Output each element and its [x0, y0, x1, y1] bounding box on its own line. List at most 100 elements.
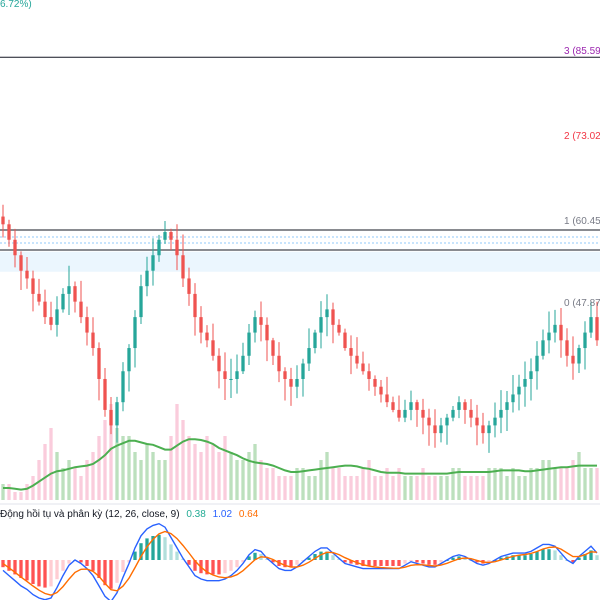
volume-bar [43, 444, 47, 500]
candle-body [295, 378, 299, 387]
macd-hist-bar [115, 560, 119, 583]
macd-hist-bar [343, 560, 347, 563]
volume-bar [175, 404, 179, 500]
candle-body [481, 425, 485, 434]
volume-bar [535, 468, 539, 500]
candle-body [343, 332, 347, 349]
volume-bar [493, 468, 497, 500]
fib-level-label: 2 (73.02 [564, 131, 600, 142]
candle-body [241, 355, 245, 372]
volume-bar [463, 476, 467, 500]
macd-hist-bar [427, 560, 431, 565]
candle-body [91, 332, 95, 349]
candle-body [457, 402, 461, 410]
volume-bar [19, 492, 23, 500]
volume-bar [37, 460, 41, 500]
candle-body [433, 425, 437, 434]
volume-bar [439, 476, 443, 500]
volume-ma-line [3, 438, 597, 491]
volume-bar [385, 468, 389, 500]
candle-body [583, 332, 587, 349]
candle-body [187, 278, 191, 294]
macd-hist-bar [439, 560, 443, 563]
candle-body [85, 317, 89, 333]
macd-legend: Động hồi tụ và phân kỳ (12, 26, close, 9… [0, 509, 262, 520]
candle-body [121, 371, 125, 403]
candle-body [595, 317, 599, 341]
macd-hist-bar [487, 560, 491, 563]
price-change-label: 6.72%) [0, 0, 32, 10]
volume-bar [349, 476, 353, 500]
volume-bar [301, 468, 305, 500]
candle-body [517, 386, 521, 395]
macd-hist-bar [157, 534, 161, 560]
macd-hist-bar [217, 560, 221, 575]
volume-bar [481, 476, 485, 500]
candle-body [145, 270, 149, 287]
volume-bar [85, 460, 89, 500]
candle-body [55, 309, 59, 325]
volume-bar [253, 444, 257, 500]
volume-bar [391, 476, 395, 500]
macd-hist-bar [91, 560, 95, 571]
candle-body [403, 409, 407, 418]
volume-bar [7, 484, 11, 500]
volume-bar [511, 468, 515, 500]
macd-hist-bar [433, 560, 437, 565]
candle-body [7, 224, 11, 240]
volume-bar [319, 460, 323, 500]
fib-level-layer [0, 56, 600, 251]
candle-body [307, 348, 311, 364]
candle-body [361, 363, 365, 372]
fib-zone [0, 251, 600, 272]
macd-hist-bar [403, 560, 407, 564]
macd-hist-bar [241, 560, 245, 563]
candle-body [235, 371, 239, 379]
macd-hist-bar [397, 560, 401, 566]
macd-hist-bar [133, 551, 137, 560]
candle-body [37, 293, 41, 302]
candle-body [193, 293, 197, 318]
macd-hist-bar [451, 557, 455, 560]
volume-bar [181, 420, 185, 500]
macd-hist-bar [553, 550, 557, 560]
macd-hist-bar [1, 560, 5, 568]
macd-hist-bar [175, 551, 179, 560]
candle-body [151, 255, 155, 271]
macd-hist-bar [337, 558, 341, 560]
macd-hist-bar [295, 560, 299, 565]
candle-body [325, 309, 329, 318]
candle-body [211, 340, 215, 356]
macd-hist-bar [475, 560, 479, 563]
macd-hist-bar [85, 560, 89, 566]
macd-hist-bar [79, 560, 83, 563]
candle-body [367, 371, 371, 379]
macd-hist-bar [127, 560, 131, 563]
macd-hist-bar [151, 536, 155, 560]
candle-body [445, 417, 449, 426]
candle-body [511, 394, 515, 403]
candle-body [523, 378, 527, 387]
volume-bar [121, 436, 125, 500]
macd-hist-bar [211, 560, 215, 575]
volume-bar [331, 468, 335, 500]
macd-hist-bar [367, 560, 371, 566]
fib-level-label: 1 (60.45 [564, 216, 600, 227]
macd-hist-bar [109, 560, 113, 589]
volume-bar [589, 468, 593, 500]
volume-bar [259, 460, 263, 500]
macd-line-value: 1.02 [212, 509, 233, 520]
volume-bar [109, 404, 113, 500]
volume-bar [103, 420, 107, 500]
volume-bar [421, 468, 425, 500]
candle-body [13, 239, 17, 256]
macd-hist-bar [583, 554, 587, 560]
candle-body [157, 239, 161, 256]
volume-bar [61, 468, 65, 500]
candle-body [265, 324, 269, 341]
volume-bar [517, 476, 521, 500]
macd-hist-bar [307, 557, 311, 560]
candle-body [43, 301, 47, 318]
macd-hist-bar [169, 544, 173, 560]
